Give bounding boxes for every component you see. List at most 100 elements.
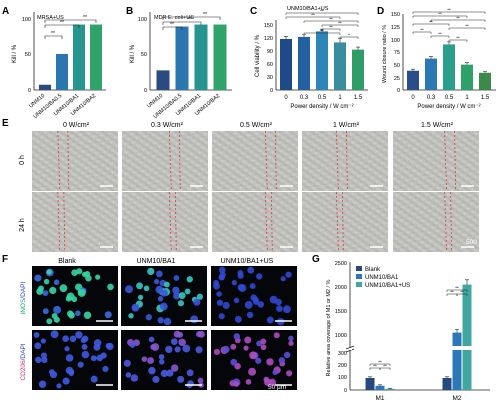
cell [230, 359, 237, 366]
panel-c-ytick: 120 [264, 36, 273, 42]
panel-d-bar [425, 59, 437, 90]
panel-e-scale-label: 500 μm [466, 239, 488, 246]
panel-d-chart: Wound closure ratio / % 0 25 50 75 100 1… [382, 8, 496, 111]
cell [56, 383, 61, 388]
cell [234, 298, 240, 304]
cell [62, 335, 69, 342]
cell [156, 271, 163, 278]
panel-g-ytick: 1500 [335, 309, 347, 315]
panel-c-ylabel: Cell viability / % [255, 34, 261, 77]
cell [174, 275, 180, 281]
cell [95, 275, 100, 280]
panel-b-sig: ** [170, 22, 174, 28]
cell [274, 332, 280, 338]
panel-d-ytick: 125 [391, 25, 400, 31]
panel-c-sig: ** [338, 21, 342, 26]
panel-d-error-bar [465, 63, 469, 65]
panel-d-ylabel: Wound closure ratio / % [382, 25, 388, 83]
cell [70, 336, 77, 343]
cell [279, 357, 285, 363]
panel-e-col-label: 1 W/cm² [333, 122, 360, 129]
cell [51, 330, 59, 338]
panel-d-ytick: 0 [397, 88, 400, 94]
panel-c-error-bar [284, 36, 288, 39]
cell [214, 349, 220, 355]
legend-swatch [356, 266, 362, 271]
panel-d-sig: ** [420, 28, 424, 33]
cell [165, 346, 172, 353]
cell [172, 287, 179, 294]
panel-f-row1-marker: iNOS [20, 298, 27, 314]
cell [68, 312, 75, 319]
panel-d-ytick: 50 [394, 63, 400, 69]
cell [60, 284, 68, 292]
cell [230, 344, 236, 350]
panel-b-bar [176, 27, 189, 90]
panel-c-bar [298, 37, 310, 90]
panel-c-xtick: 1 [338, 95, 342, 101]
cell [266, 358, 273, 365]
cell [248, 368, 256, 376]
cell [148, 367, 155, 374]
cell [190, 315, 198, 323]
cell [84, 311, 92, 319]
panel-g-ytick: 100 [338, 375, 347, 381]
cell [216, 291, 222, 297]
panel-d-sig: ** [456, 16, 460, 21]
panel-d-sig: ** [465, 24, 469, 29]
panel-c-xtick: 0.3 [300, 95, 309, 101]
panel-g-bar [463, 285, 472, 390]
micrograph-image [393, 131, 479, 191]
panel-e-row-label: 0 h [19, 155, 26, 165]
cell [261, 344, 267, 350]
cell [91, 376, 98, 383]
panel-g-chart: Relative area coverage of M1 or M2 / % 0… [326, 261, 490, 402]
panel-g-bar [366, 378, 375, 390]
cell [102, 366, 108, 372]
cell [281, 276, 286, 281]
panel-c-ytick: 90 [267, 49, 273, 55]
panel-g-bar [453, 333, 462, 390]
cell [54, 280, 60, 286]
cell [34, 274, 41, 281]
cell [136, 282, 143, 289]
cell [128, 313, 133, 318]
panel-c-sig: * [348, 33, 350, 38]
panel-g-bar [443, 378, 452, 390]
panel-g-error-bar [465, 280, 469, 285]
cell [164, 282, 170, 288]
micrograph-image [212, 131, 298, 191]
cell [256, 273, 262, 279]
panel-c-error-bar [356, 47, 360, 50]
panel-c-sig: ** [320, 29, 324, 34]
panel-d-error-bar [411, 69, 415, 71]
micrograph-image [212, 192, 298, 252]
panel-d-sig: ** [456, 36, 460, 41]
cell [147, 357, 154, 364]
cell [285, 272, 291, 278]
panel-f-fluorescence-images [32, 266, 297, 390]
panel-f-row1-dapi: /DAPI [20, 282, 27, 299]
cell [124, 360, 131, 367]
cell [187, 380, 194, 387]
panel-e-letter: E [2, 118, 9, 129]
panel-g-ytick: 1000 [335, 333, 347, 339]
panel-c-bar [280, 39, 292, 90]
panel-g-ytick: 0 [344, 388, 347, 394]
panel-b-bar [195, 25, 208, 90]
cell [250, 283, 256, 289]
cell [158, 317, 164, 323]
panel-g-ytick: 2500 [335, 261, 347, 267]
cell [107, 284, 114, 291]
panel-d-xtick: 0 [411, 95, 415, 101]
panel-g-sig: ** [450, 290, 454, 295]
cell [64, 346, 69, 351]
panel-f-row1-label: iNOS/DAPI [20, 282, 27, 315]
panel-a-sig: ** [60, 20, 64, 26]
panel-d-bar [407, 71, 419, 90]
panel-a-ylabel: Kill / % [12, 44, 18, 63]
cell [244, 336, 251, 343]
panel-g-ytick: 200 [338, 363, 347, 369]
panel-d-ytick: 25 [394, 76, 400, 82]
panel-g-xtick: M2 [452, 395, 461, 402]
